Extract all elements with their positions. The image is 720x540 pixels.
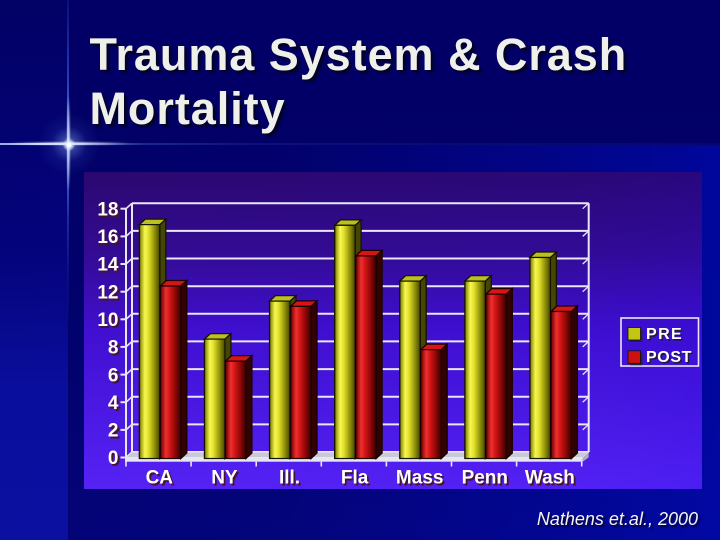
- svg-text:0: 0: [108, 448, 119, 469]
- svg-text:Mass: Mass: [396, 468, 444, 489]
- svg-text:4: 4: [110, 395, 121, 416]
- svg-text:18: 18: [97, 199, 118, 220]
- svg-text:6: 6: [108, 365, 119, 386]
- svg-text:2: 2: [110, 423, 121, 444]
- svg-text:Ill.: Ill.: [279, 468, 300, 489]
- svg-text:Wash: Wash: [527, 470, 577, 491]
- svg-text:PRE: PRE: [648, 327, 685, 344]
- svg-text:14: 14: [97, 255, 119, 276]
- svg-text:POST: POST: [648, 351, 694, 368]
- svg-text:NY: NY: [211, 468, 238, 489]
- svg-text:16: 16: [97, 227, 118, 248]
- svg-text:12: 12: [99, 284, 120, 305]
- svg-text:Mass: Mass: [398, 470, 446, 491]
- svg-text:NY: NY: [213, 470, 240, 491]
- svg-text:6: 6: [110, 367, 121, 388]
- svg-text:2: 2: [108, 421, 119, 442]
- svg-text:CA: CA: [147, 470, 175, 491]
- svg-text:10: 10: [97, 310, 118, 331]
- svg-text:4: 4: [108, 393, 119, 414]
- svg-text:10: 10: [99, 312, 120, 333]
- svg-text:CA: CA: [146, 468, 174, 489]
- svg-text:Fla: Fla: [343, 470, 371, 491]
- svg-text:Wash: Wash: [525, 468, 575, 489]
- svg-text:18: 18: [99, 201, 120, 222]
- svg-text:Fla: Fla: [341, 468, 369, 489]
- svg-text:8: 8: [108, 338, 119, 359]
- svg-text:12: 12: [97, 282, 118, 303]
- svg-text:POST: POST: [646, 349, 692, 366]
- svg-text:Penn: Penn: [462, 468, 508, 489]
- svg-text:16: 16: [99, 229, 120, 250]
- svg-text:8: 8: [110, 340, 121, 361]
- svg-text:Ill.: Ill.: [281, 470, 302, 491]
- svg-text:PRE: PRE: [646, 326, 683, 343]
- svg-text:Penn: Penn: [463, 470, 509, 491]
- svg-text:0: 0: [110, 450, 121, 471]
- svg-text:14: 14: [99, 257, 121, 278]
